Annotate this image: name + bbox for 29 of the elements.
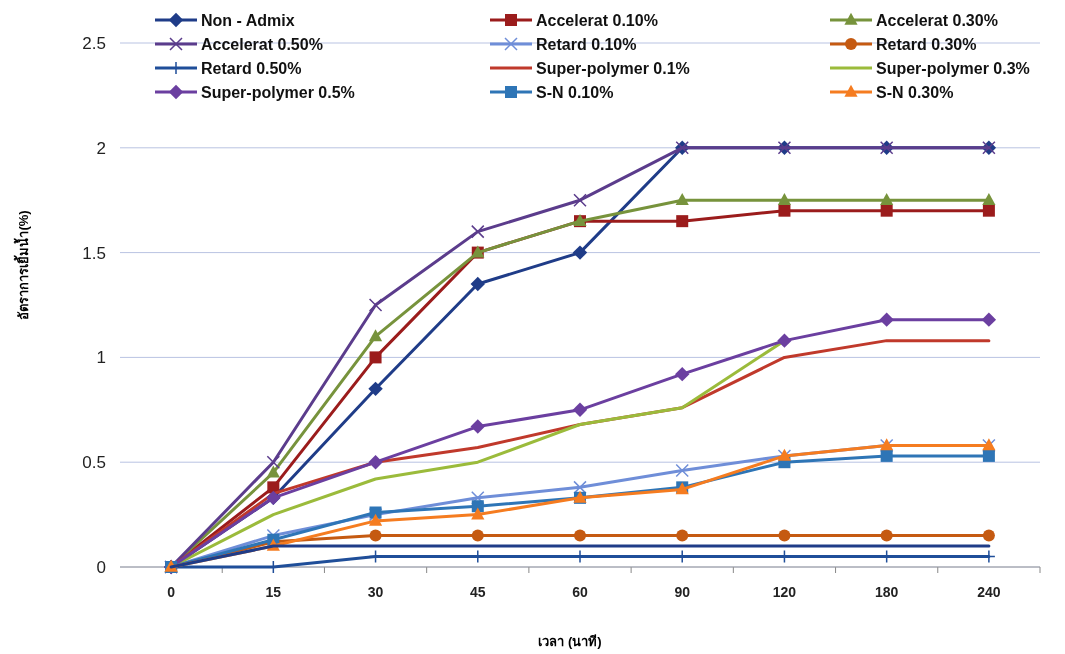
x-tick-label: 15 (265, 584, 282, 600)
x-tick-label: 90 (674, 584, 691, 600)
legend-label: Accelerat 0.50% (201, 36, 323, 53)
legend-label: S-N 0.10% (536, 84, 614, 101)
x-tick-label: 0 (167, 584, 176, 600)
x-tick-label: 240 (977, 584, 1001, 600)
x-tick-label: 120 (772, 584, 797, 600)
y-tick-label: 2.5 (82, 34, 106, 53)
y-tick-label: 2 (96, 138, 106, 158)
legend-label: Retard 0.30% (876, 36, 977, 53)
legend-label: Retard 0.10% (536, 36, 637, 53)
legend-label: Super-polymer 0.3% (876, 60, 1030, 77)
y-tick-label: 1.5 (82, 243, 106, 263)
y-axis-title: อัตราการเยิ้มน้ำ(%) (13, 210, 31, 320)
legend-label: Retard 0.50% (201, 60, 302, 77)
legend-label: Non - Admix (201, 12, 295, 29)
x-tick-label: 60 (572, 584, 588, 600)
x-tick-label: 30 (367, 584, 384, 600)
legend-label: S-N 0.30% (876, 84, 954, 101)
legend-label: Super-polymer 0.1% (536, 60, 690, 77)
legend-label: Super-polymer 0.5% (201, 84, 355, 101)
legend-label: Accelerat 0.10% (536, 12, 658, 29)
legend-label: Accelerat 0.30% (876, 12, 998, 29)
x-tick-label: 180 (874, 584, 899, 600)
y-tick-label: 1 (96, 348, 106, 368)
x-axis-title: เวลา (นาที) (538, 634, 602, 649)
x-tick-label: 45 (469, 584, 486, 600)
y-tick-label: 0.5 (82, 453, 106, 473)
y-tick-label: 0 (96, 558, 106, 577)
